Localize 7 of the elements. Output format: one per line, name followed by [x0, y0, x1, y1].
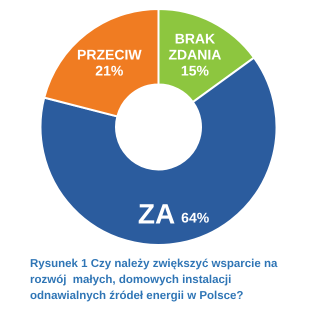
- slice-label: PRZECIW: [77, 46, 142, 62]
- data-label: 15%: [180, 62, 210, 78]
- slice-label: BRAK ZDANIA: [168, 30, 222, 62]
- slice-label: ZA: [138, 198, 176, 230]
- data-label: 64%: [181, 210, 210, 226]
- data-label: 21%: [95, 62, 124, 78]
- text: Rysunek 1 Czy należy zwiększyć wsparcie na rozwój małych, domowych instalacji odnawialnych źródeł energii w Polsce?: [30, 257, 278, 304]
